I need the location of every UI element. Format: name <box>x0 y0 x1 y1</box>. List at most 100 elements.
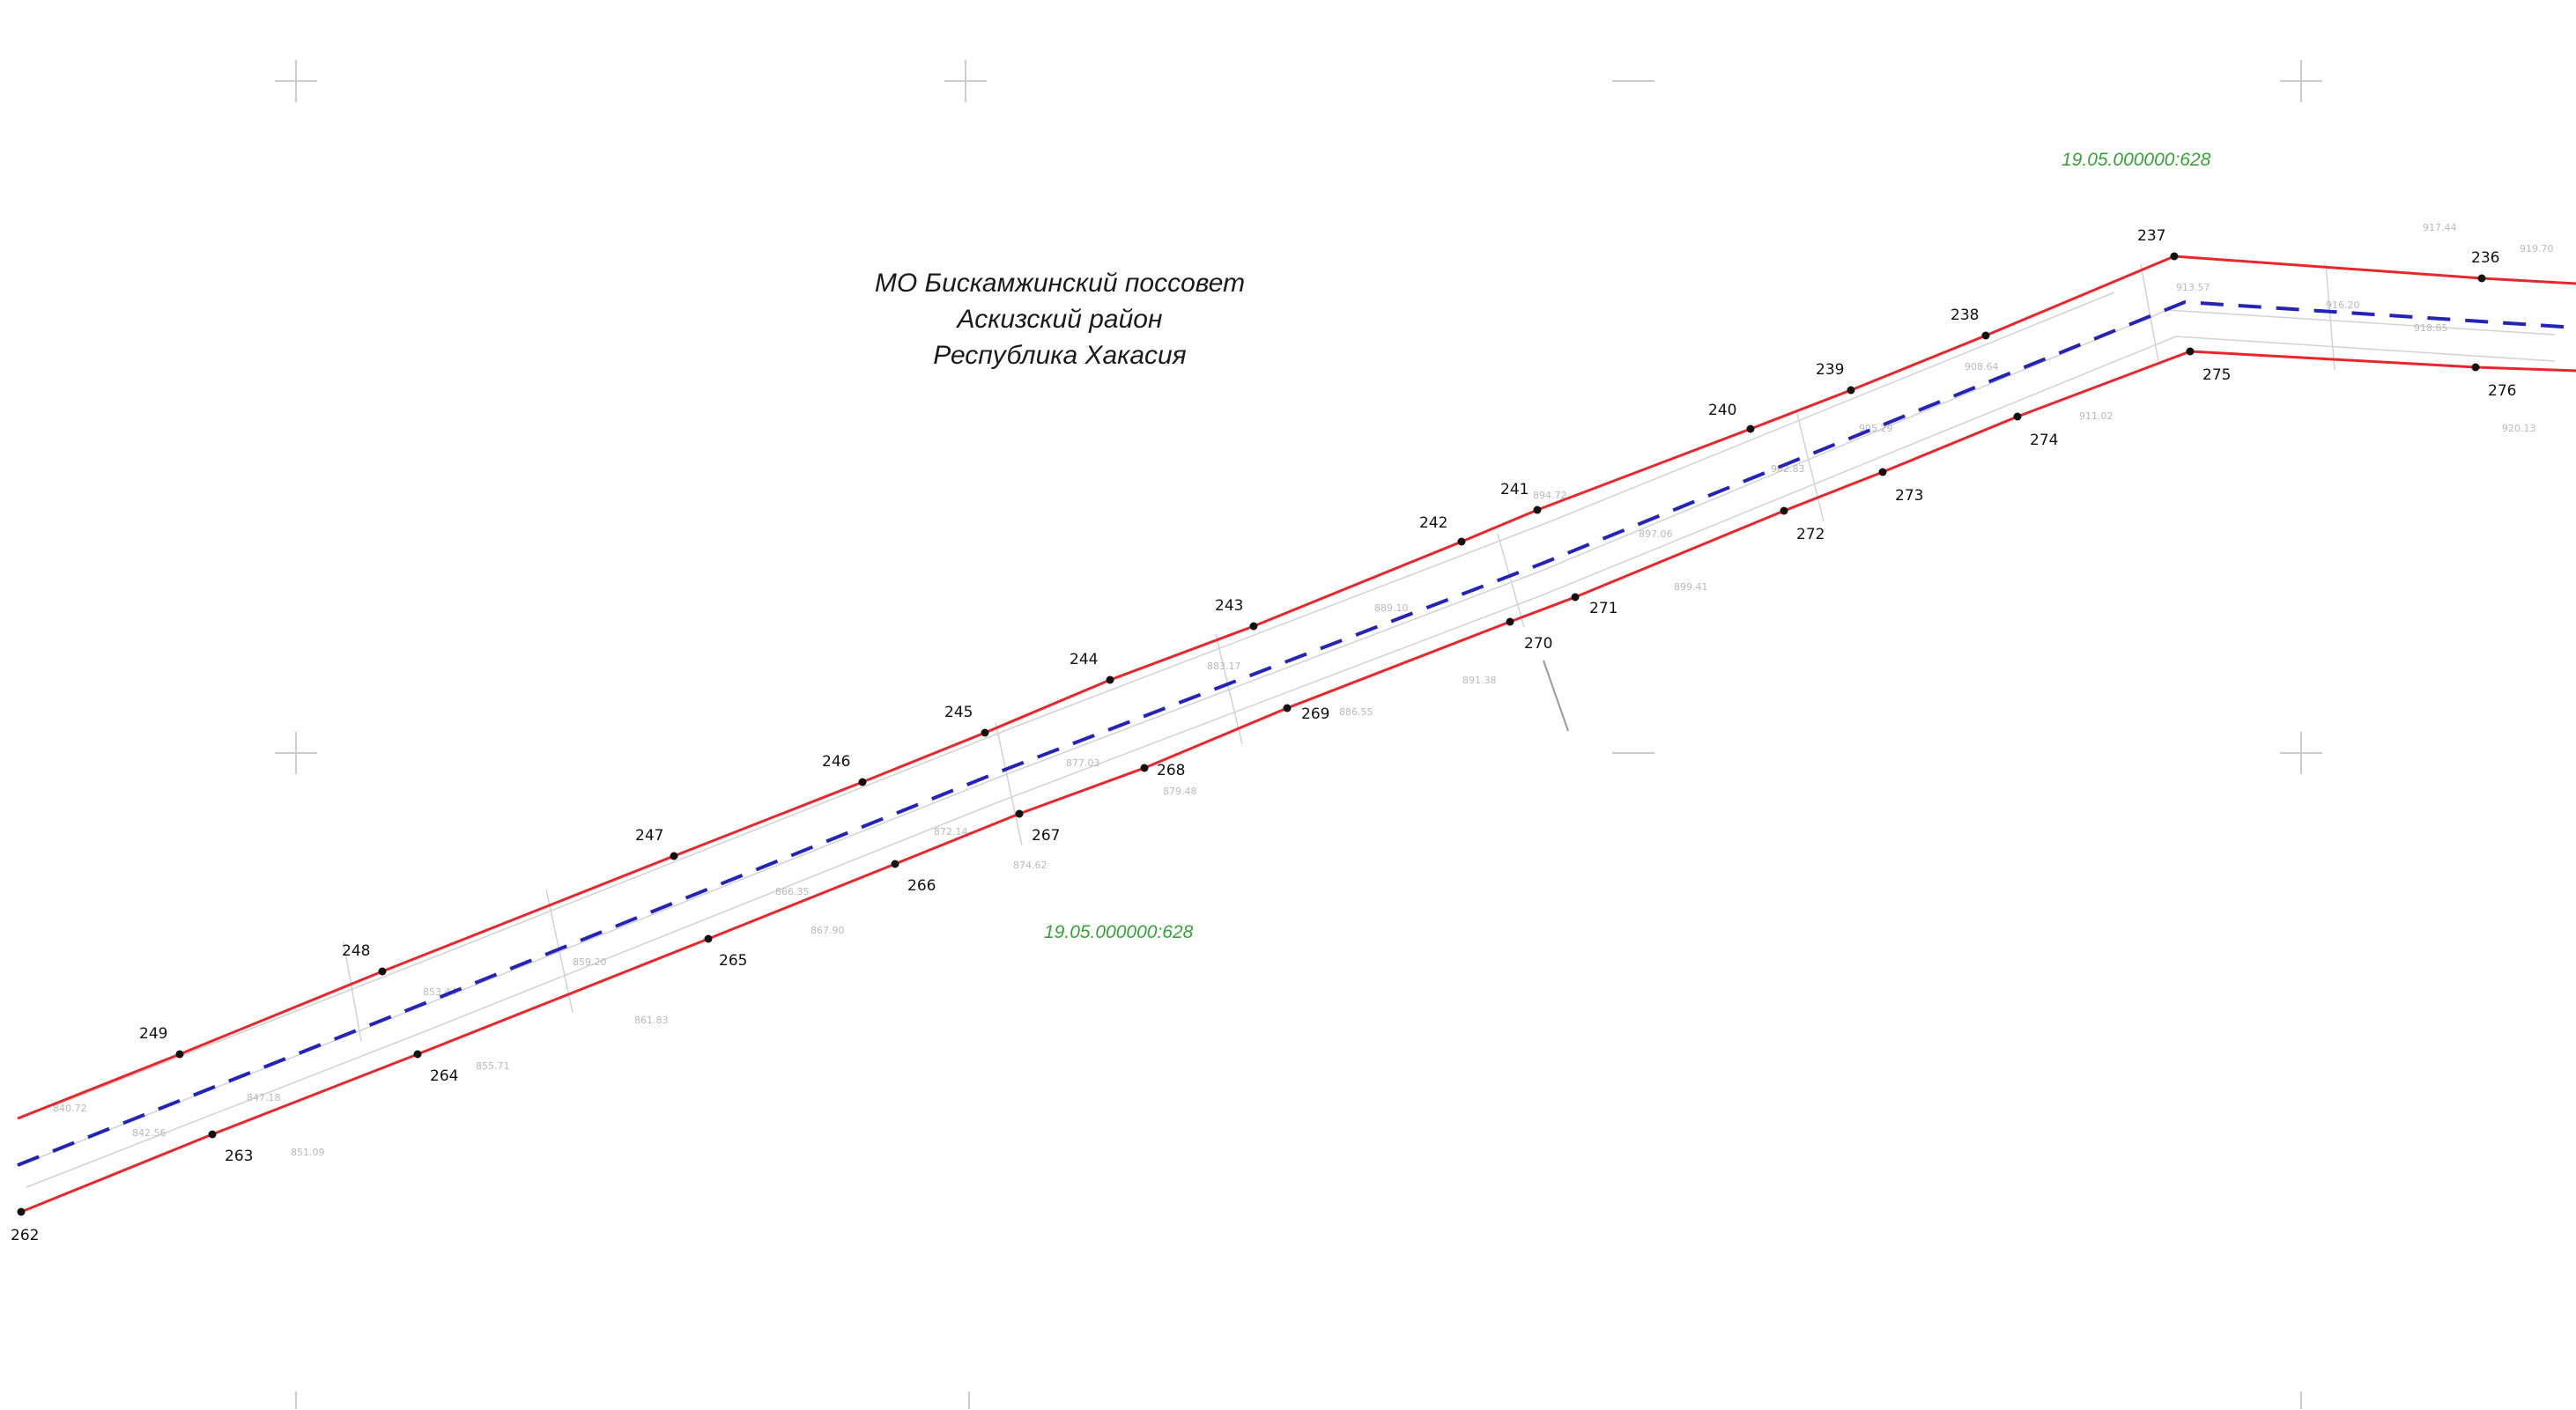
svg-text:913.57: 913.57 <box>2176 282 2210 293</box>
lower-point-marker-274 <box>2013 412 2022 421</box>
upper-point-label-249: 249 <box>139 1025 167 1043</box>
upper-boundary-left-extension <box>17 1052 181 1120</box>
lower-point-label-268: 268 <box>1157 762 1185 779</box>
svg-text:916.20: 916.20 <box>2326 299 2360 311</box>
upper-point-label-248: 248 <box>342 942 370 960</box>
lower-point-label-266: 266 <box>907 877 936 895</box>
lower-point-marker-270 <box>1506 617 1514 626</box>
map-title: МО Бискамжинский поссовет Аскизский райо… <box>875 269 1245 370</box>
elevation-marks: 840.72 842.56 847.18 851.09 853.44 855.7… <box>53 222 2554 1158</box>
upper-point-label-246: 246 <box>822 753 850 771</box>
svg-text:889.10: 889.10 <box>1374 602 1409 614</box>
lower-point-label-264: 264 <box>430 1067 458 1085</box>
svg-text:859.20: 859.20 <box>573 956 607 968</box>
lower-point-marker-266 <box>891 860 899 868</box>
upper-point-label-243: 243 <box>1215 597 1243 615</box>
svg-text:920.13: 920.13 <box>2502 423 2536 434</box>
title-line-republic: Республика Хакасия <box>933 341 1186 370</box>
lower-point-marker-263 <box>208 1130 217 1139</box>
upper-boundary-extension <box>2481 277 2576 285</box>
svg-text:891.38: 891.38 <box>1462 675 1497 686</box>
svg-text:874.62: 874.62 <box>1013 860 1047 871</box>
upper-point-label-245: 245 <box>944 704 973 721</box>
upper-point-label-240: 240 <box>1708 402 1736 419</box>
svg-text:897.06: 897.06 <box>1639 528 1673 540</box>
upper-point-marker-246 <box>858 778 867 786</box>
svg-text:886.55: 886.55 <box>1339 706 1373 718</box>
svg-text:919.70: 919.70 <box>2520 243 2554 255</box>
svg-text:911.02: 911.02 <box>2079 410 2113 422</box>
lower-point-marker-264 <box>413 1050 422 1059</box>
lower-point-marker-268 <box>1140 764 1149 772</box>
svg-text:861.83: 861.83 <box>634 1015 669 1026</box>
svg-text:842.56: 842.56 <box>132 1127 167 1139</box>
cadastral-number-bottom: 19.05.000000:628 <box>1044 922 1194 942</box>
upper-point-marker-238 <box>1981 331 1990 340</box>
svg-text:918.85: 918.85 <box>2414 322 2448 334</box>
grid-marks <box>275 60 2322 1409</box>
lower-point-label-273: 273 <box>1895 487 1923 505</box>
svg-text:899.41: 899.41 <box>1674 581 1708 593</box>
lower-point-marker-271 <box>1571 593 1580 602</box>
upper-point-label-242: 242 <box>1419 514 1447 532</box>
svg-text:917.44: 917.44 <box>2423 222 2457 233</box>
lower-point-label-270: 270 <box>1524 635 1552 653</box>
upper-point-label-244: 244 <box>1070 651 1098 668</box>
svg-text:855.71: 855.71 <box>476 1060 510 1072</box>
survey-detail <box>26 263 2556 1188</box>
lower-point-label-271: 271 <box>1589 600 1617 617</box>
road-centerline <box>17 299 2576 1167</box>
upper-point-marker-249 <box>175 1050 184 1059</box>
upper-point-marker-241 <box>1533 506 1542 514</box>
lower-point-label-269: 269 <box>1301 705 1329 723</box>
svg-text:840.72: 840.72 <box>53 1103 87 1114</box>
svg-text:867.90: 867.90 <box>811 925 845 936</box>
lower-point-label-275: 275 <box>2202 366 2231 384</box>
svg-text:851.09: 851.09 <box>291 1147 325 1158</box>
svg-text:883.17: 883.17 <box>1207 661 1241 672</box>
upper-point-marker-242 <box>1457 537 1466 546</box>
svg-text:894.72: 894.72 <box>1533 490 1567 501</box>
upper-point-marker-248 <box>378 967 387 976</box>
lower-boundary-points: 262 263 264 265 266 267 268 269 270 271 272 273 274 2… <box>11 347 2516 1244</box>
lower-point-label-267: 267 <box>1032 827 1060 845</box>
lower-point-marker-262 <box>17 1207 26 1216</box>
upper-point-marker-239 <box>1847 386 1855 395</box>
svg-text:872.14: 872.14 <box>934 826 968 838</box>
upper-point-marker-237 <box>2170 252 2179 261</box>
lower-point-label-263: 263 <box>225 1148 253 1165</box>
lower-point-marker-269 <box>1283 704 1292 712</box>
lower-point-label-262: 262 <box>11 1227 39 1244</box>
upper-boundary-line <box>179 255 2483 1056</box>
upper-point-marker-240 <box>1746 424 1755 433</box>
lower-point-label-272: 272 <box>1796 526 1825 543</box>
lower-point-label-276: 276 <box>2488 382 2516 400</box>
lower-point-marker-276 <box>2471 363 2480 372</box>
lower-point-marker-273 <box>1878 468 1887 476</box>
title-line-municipality: МО Бискамжинский поссовет <box>875 269 1245 298</box>
upper-point-label-237: 237 <box>2137 227 2165 245</box>
lower-boundary-extension <box>2475 365 2576 373</box>
upper-point-marker-245 <box>981 728 989 737</box>
upper-point-marker-236 <box>2477 274 2486 283</box>
upper-point-label-236: 236 <box>2471 249 2499 267</box>
lower-point-marker-275 <box>2186 347 2195 356</box>
svg-text:847.18: 847.18 <box>247 1092 281 1104</box>
title-line-district: Аскизский район <box>956 305 1163 334</box>
upper-point-label-247: 247 <box>635 827 663 845</box>
upper-point-label-241: 241 <box>1500 481 1529 498</box>
lower-point-marker-272 <box>1780 506 1788 515</box>
upper-point-label-239: 239 <box>1816 361 1844 379</box>
lower-point-label-274: 274 <box>2030 432 2058 449</box>
upper-point-marker-244 <box>1106 675 1114 684</box>
upper-boundary-points: 236 237 238 239 240 241 242 243 244 245 246 247 248 2… <box>139 227 2499 1059</box>
cadastral-number-top: 19.05.000000:628 <box>2062 150 2211 170</box>
lower-point-label-265: 265 <box>719 952 747 970</box>
upper-point-label-238: 238 <box>1951 306 1979 324</box>
svg-text:877.03: 877.03 <box>1066 757 1100 769</box>
upper-point-marker-247 <box>670 852 678 860</box>
upper-point-marker-243 <box>1249 622 1258 631</box>
svg-text:879.48: 879.48 <box>1163 786 1197 797</box>
svg-text:908.64: 908.64 <box>1965 361 1999 373</box>
